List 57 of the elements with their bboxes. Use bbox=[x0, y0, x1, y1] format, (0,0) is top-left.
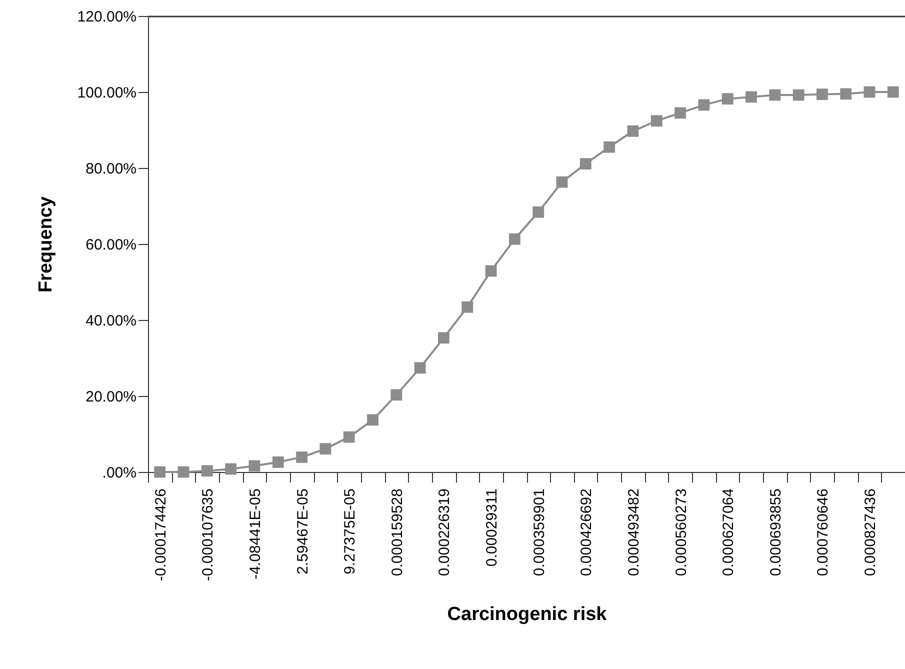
x-tick-label: 0.000827436 bbox=[862, 488, 880, 576]
y-tick-label: 20.00% bbox=[86, 388, 136, 406]
point bbox=[414, 362, 426, 374]
point bbox=[840, 88, 852, 100]
y-tick-label: 100.00% bbox=[77, 84, 136, 102]
point bbox=[272, 456, 284, 468]
point bbox=[769, 89, 781, 101]
point bbox=[343, 431, 355, 443]
x-tick-label: 0.000693855 bbox=[767, 488, 784, 576]
x-tick-label: 0.000226319 bbox=[436, 488, 454, 576]
x-tick-label: -0.000107635 bbox=[200, 488, 217, 582]
point bbox=[650, 115, 662, 127]
x-tick-label: 0.000159528 bbox=[388, 488, 406, 576]
point bbox=[604, 141, 615, 153]
point bbox=[225, 463, 236, 475]
point bbox=[201, 465, 213, 477]
point bbox=[438, 332, 450, 344]
point bbox=[390, 389, 402, 401]
point bbox=[485, 265, 497, 277]
point bbox=[296, 451, 308, 463]
x-tick-label: 0.000359901 bbox=[530, 488, 548, 576]
point bbox=[462, 301, 474, 313]
x-tick-label: 0.000426692 bbox=[578, 488, 596, 576]
x-tick-label: 0.000760646 bbox=[814, 488, 832, 576]
point bbox=[698, 99, 710, 111]
point bbox=[532, 206, 544, 218]
point bbox=[864, 86, 876, 98]
point bbox=[508, 233, 520, 245]
point bbox=[178, 466, 190, 478]
x-tick-label: 2.59467E-05 bbox=[294, 488, 312, 574]
x-axis-title: Carcinogenic risk bbox=[447, 604, 608, 626]
y-tick-label: 60.00% bbox=[86, 236, 136, 254]
y-axis-title: Frequency bbox=[35, 196, 56, 293]
point bbox=[556, 176, 568, 188]
y-tick-label: 80.00% bbox=[86, 160, 136, 178]
point bbox=[792, 89, 804, 101]
point bbox=[674, 107, 686, 119]
x-tick-label: -0.000174426 bbox=[152, 488, 170, 582]
x-tick-label: 0.000627064 bbox=[720, 488, 738, 576]
point bbox=[816, 88, 828, 100]
x-tick-label: 0.000493482 bbox=[625, 488, 642, 576]
x-tick-label: 9.27375E-05 bbox=[342, 488, 359, 574]
point bbox=[746, 91, 757, 103]
y-tick-label: .00% bbox=[102, 464, 136, 482]
point bbox=[627, 125, 639, 137]
point bbox=[248, 460, 260, 472]
point bbox=[367, 414, 378, 426]
x-tick-label: 0.00029311 bbox=[484, 488, 501, 567]
point bbox=[722, 93, 734, 105]
x-tick-label: 0.000560273 bbox=[672, 488, 690, 576]
point bbox=[154, 466, 166, 478]
x-tick-label: -4.08441E-05 bbox=[246, 488, 264, 580]
point bbox=[320, 443, 332, 455]
y-tick-label: 120.00% bbox=[77, 8, 136, 26]
point bbox=[887, 86, 899, 98]
point bbox=[580, 158, 592, 170]
y-tick-label: 40.00% bbox=[86, 312, 136, 330]
